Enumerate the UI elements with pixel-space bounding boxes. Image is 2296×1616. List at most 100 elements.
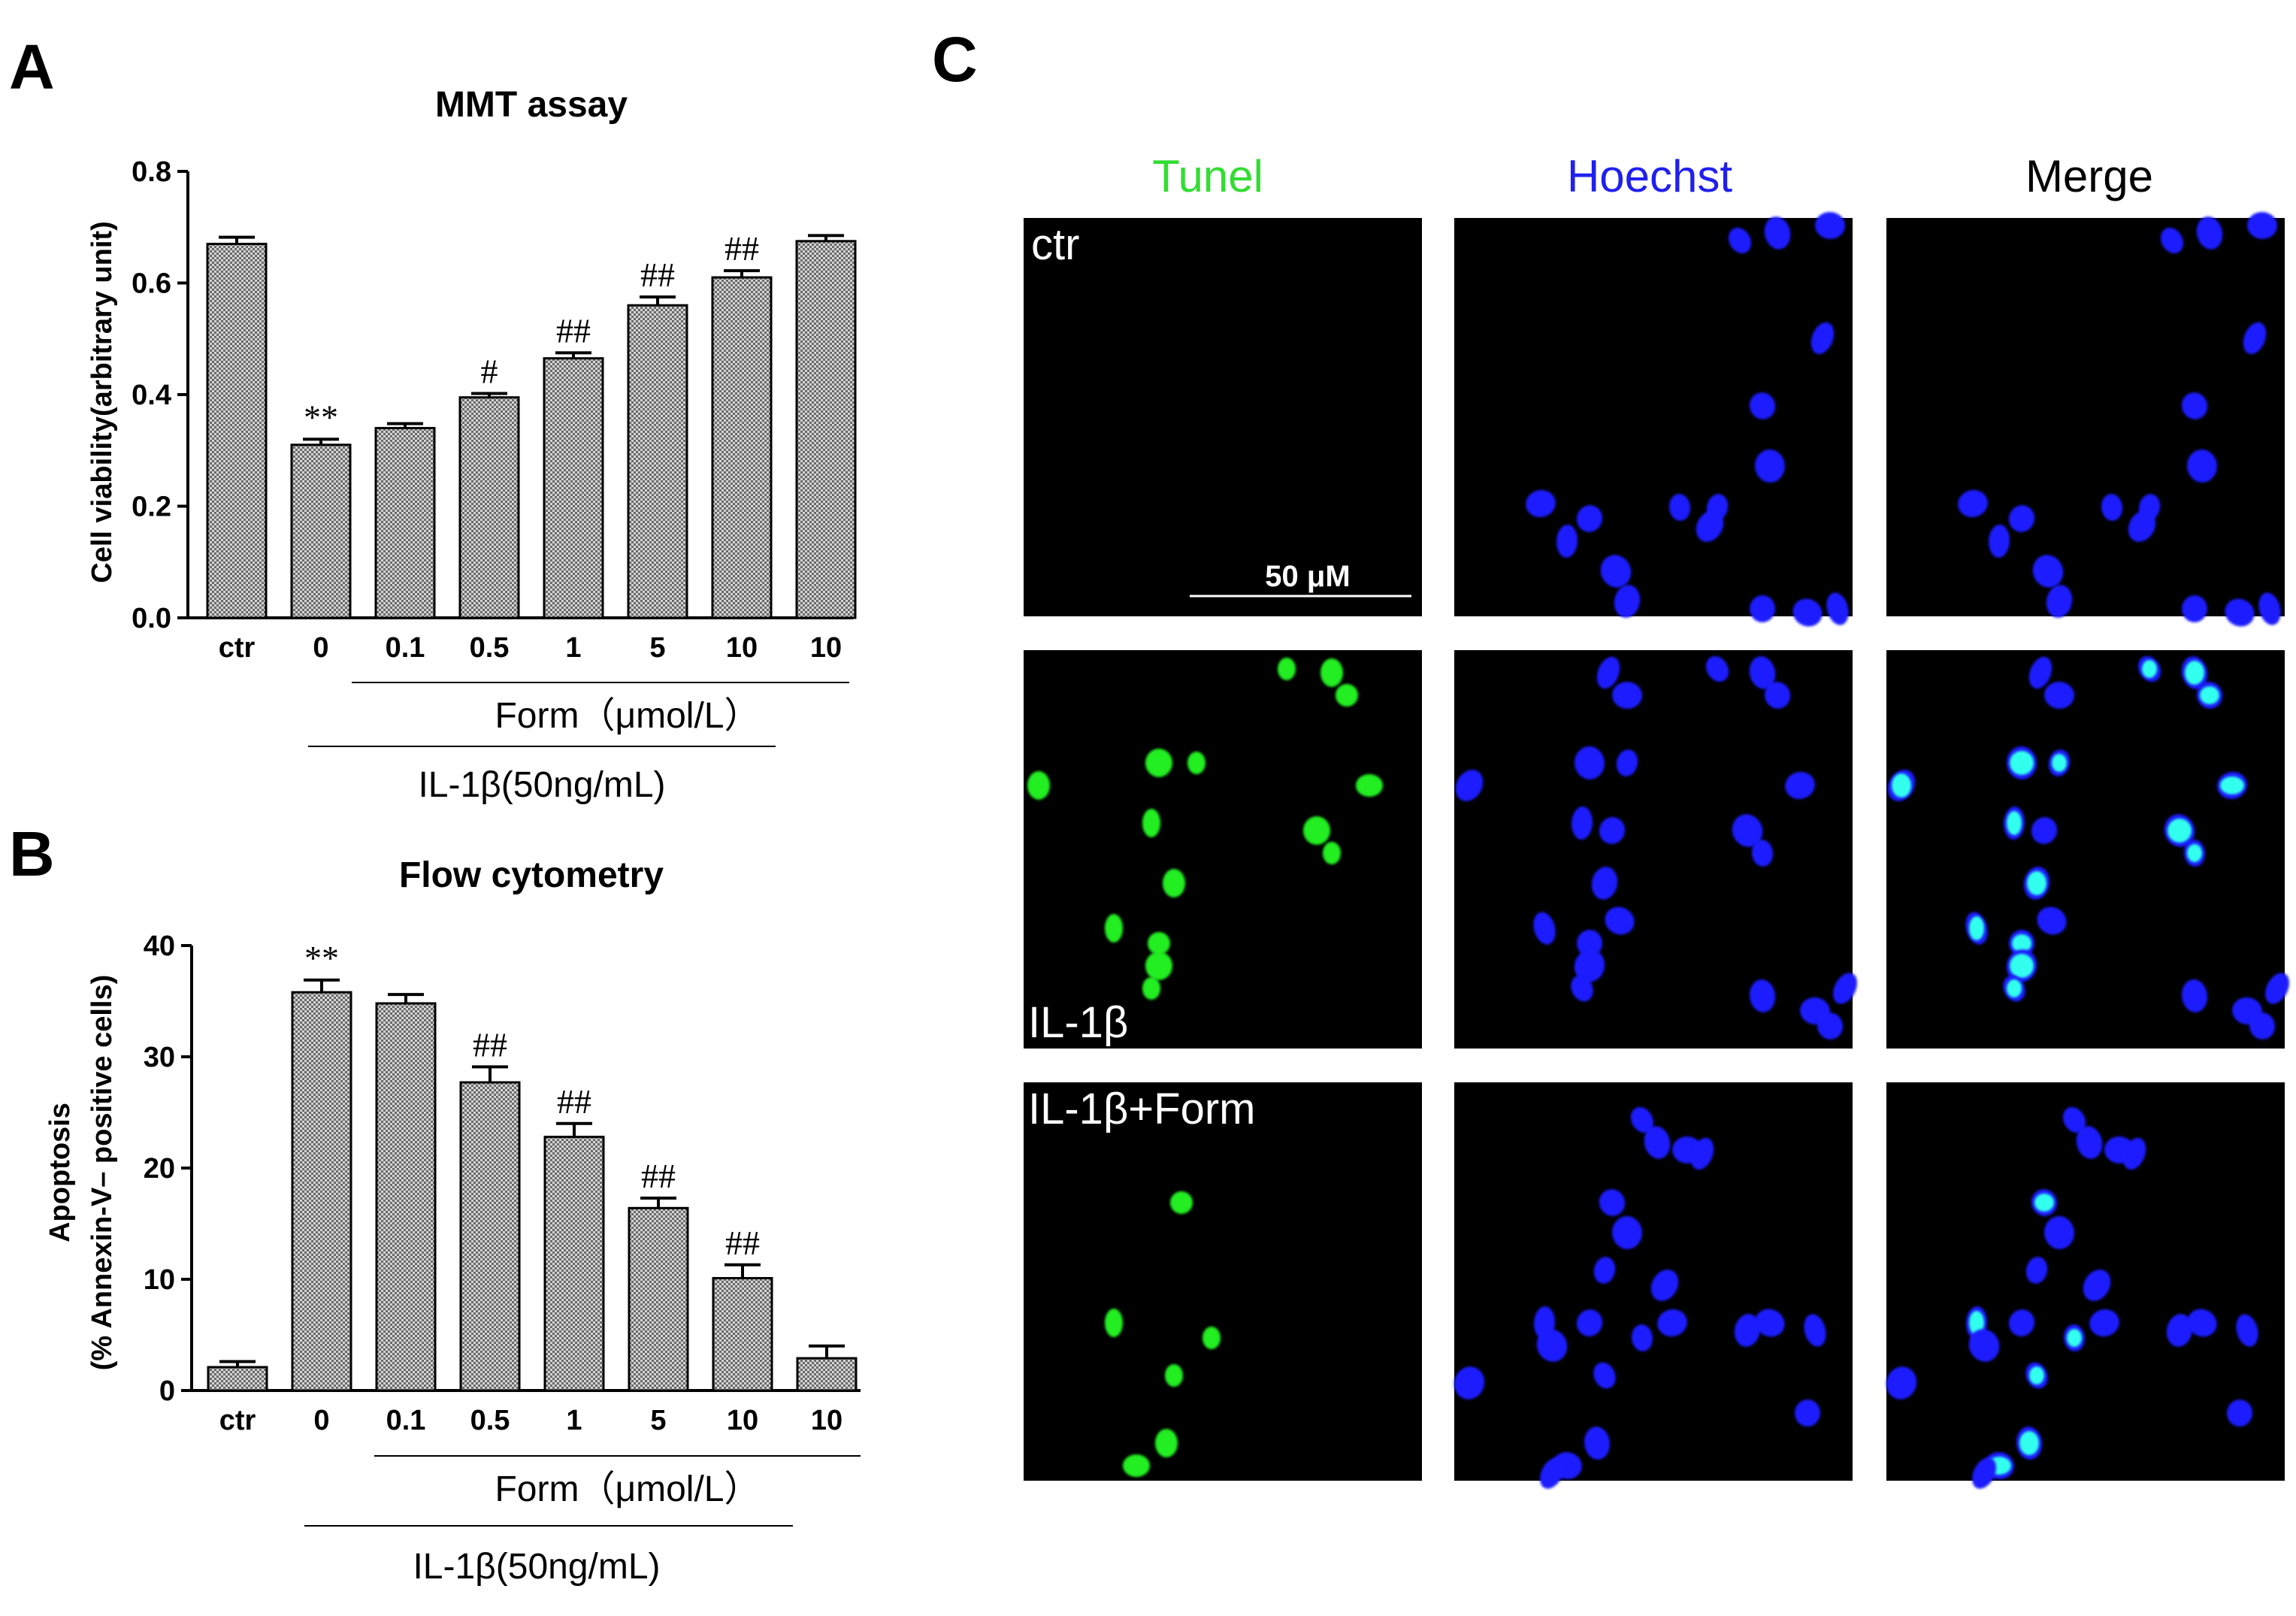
chart-a-bar [206, 243, 268, 619]
chart-b-significance-label: ## [725, 1224, 760, 1262]
chart-b-y-axis-label: Apoptosis [44, 1103, 76, 1242]
chart-a-category-label: 0 [313, 632, 328, 664]
hoechst-nucleus [1526, 489, 1556, 518]
column-header-hoechst: Hoechst [1567, 151, 1732, 201]
merge-nucleus [2258, 592, 2281, 625]
merge-nucleus [1958, 489, 1988, 518]
hoechst-nucleus [1605, 906, 1635, 935]
hoechst-nucleus [1826, 592, 1849, 625]
chart-b-category-label: 0.1 [386, 1405, 426, 1436]
micrograph-tunel-row-2 [1024, 650, 1422, 1049]
hoechst-nucleus [1630, 1106, 1654, 1133]
chart-b-category-label: 10 [727, 1405, 758, 1436]
merge-nucleus [2122, 1137, 2146, 1170]
micrograph-hoechst-row-1 [1454, 211, 1853, 627]
merge-positive-nucleus [2029, 1366, 2044, 1384]
chart-b-y-tick-label: 0 [159, 1375, 175, 1407]
hoechst-nucleus [1576, 1309, 1603, 1336]
merge-nucleus [2160, 227, 2184, 254]
hoechst-nucleus [1576, 505, 1603, 532]
chart-a-category-label: 10 [726, 632, 758, 664]
hoechst-nucleus [1596, 656, 1620, 689]
merge-positive-nucleus [2142, 660, 2157, 678]
merge-positive-nucleus [1892, 773, 1911, 797]
tunel-positive-nucleus [1105, 914, 1123, 943]
hoechst-nucleus [1540, 1457, 1564, 1489]
chart-a-category-label: 10 [810, 632, 842, 664]
chart-b-y-tick-label: 40 [144, 931, 175, 962]
hoechst-nucleus [1751, 840, 1774, 867]
merge-nucleus [2032, 555, 2064, 588]
hoechst-nucleus [1644, 1126, 1671, 1159]
micrograph-merge-row-3 [1886, 1082, 2285, 1489]
hoechst-nucleus [1690, 1137, 1714, 1170]
hoechst-nucleus [1576, 930, 1603, 957]
chart-a-significance-label: ## [724, 229, 759, 268]
hoechst-nucleus [1792, 598, 1823, 627]
chart-b-title: Flow cytometry [399, 855, 664, 895]
merge-positive-nucleus [2052, 754, 2067, 772]
chart-b-bar [291, 991, 352, 1392]
merge-positive-nucleus [2067, 1329, 2082, 1347]
hoechst-nucleus [1732, 814, 1763, 847]
micrograph-background [1454, 218, 1853, 616]
hoechst-nucleus [1611, 1216, 1643, 1249]
micrograph-hoechst-row-2 [1454, 650, 1857, 1049]
hoechst-nucleus [1755, 1309, 1785, 1337]
chart-b-category-label: 10 [811, 1405, 842, 1436]
chart-b-bar [375, 1002, 437, 1392]
hoechst-nucleus [1571, 975, 1593, 1002]
merge-positive-nucleus [2010, 954, 2034, 978]
merge-nucleus [2243, 322, 2267, 355]
merge-nucleus [2226, 1400, 2253, 1427]
hoechst-nucleus [1817, 1012, 1844, 1040]
merge-positive-nucleus [1969, 916, 1984, 940]
tunel-positive-nucleus [1142, 809, 1160, 837]
hoechst-nucleus [1574, 746, 1605, 779]
row-label-ctr: ctr [1031, 220, 1079, 269]
chart-a-bar [795, 240, 857, 619]
row-label-il1b-form: IL-1β+Form [1028, 1085, 1256, 1133]
merge-nucleus [2025, 1257, 2048, 1284]
tunel-positive-nucleus [1356, 774, 1383, 797]
chart-b-group-label-il1b: IL-1β(50ng/mL) [413, 1547, 660, 1587]
hoechst-nucleus [1612, 681, 1642, 710]
chart-a-bar [374, 427, 436, 619]
hoechst-nucleus [1833, 973, 1857, 1004]
merge-positive-nucleus [1969, 1311, 1984, 1335]
tunel-positive-nucleus [1145, 952, 1172, 980]
chart-a-y-axis-label: Cell viability(arbitrary unit) [86, 221, 118, 583]
hoechst-nucleus [1734, 1314, 1761, 1347]
hoechst-nucleus [1593, 1362, 1616, 1389]
merge-nucleus [2083, 1269, 2111, 1301]
merge-nucleus [2037, 906, 2067, 935]
column-header-merge: Merge [2025, 151, 2153, 201]
merge-positive-nucleus [2185, 661, 2204, 685]
merge-nucleus [1972, 1457, 1996, 1489]
chart-b-bar [712, 1277, 773, 1392]
chart-a-y-tick-label: 0.4 [132, 380, 171, 411]
tunel-positive-nucleus [1165, 1364, 1183, 1387]
micrograph-tunel-row-3 [1024, 1082, 1422, 1481]
hoechst-nucleus [1696, 510, 1724, 542]
tunel-positive-nucleus [1336, 684, 1358, 707]
hoechst-nucleus [1749, 392, 1776, 419]
tunel-positive-nucleus [1320, 658, 1343, 687]
row-label-il1b: IL-1β [1028, 998, 1128, 1047]
hoechst-nucleus [1593, 1257, 1616, 1284]
chart-b-significance-label: ## [557, 1082, 591, 1121]
merge-nucleus [2166, 1314, 2193, 1347]
merge-positive-nucleus [2187, 844, 2202, 862]
scale-bar-label: 50 μM [1265, 560, 1350, 593]
merge-positive-nucleus [2027, 871, 2046, 895]
tunel-positive-nucleus [1323, 842, 1341, 864]
merge-nucleus [2181, 595, 2208, 622]
chart-a-significance-label: ## [640, 256, 675, 294]
chart-b-y-tick-label: 20 [144, 1153, 175, 1185]
chart-a-bar [458, 396, 520, 619]
hoechst-nucleus [1599, 1189, 1626, 1216]
chart-a-significance-label: # [481, 353, 498, 391]
hoechst-nucleus [1574, 949, 1605, 982]
chart-a-bar [627, 304, 688, 619]
merge-positive-nucleus [2010, 751, 2034, 775]
